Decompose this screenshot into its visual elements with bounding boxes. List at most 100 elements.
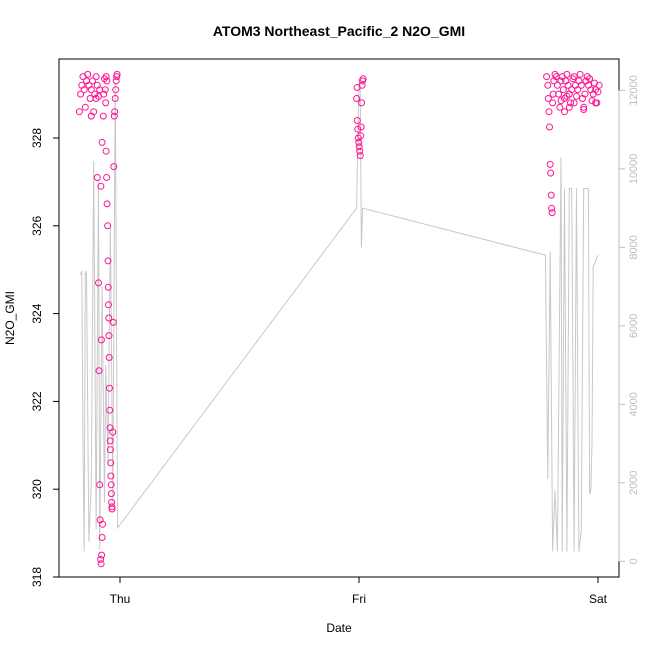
data-point bbox=[557, 77, 565, 85]
y2-tick-label: 6000 bbox=[628, 314, 640, 338]
data-point bbox=[359, 75, 367, 83]
data-point bbox=[586, 75, 594, 83]
x-tick-label: Fri bbox=[352, 592, 366, 606]
data-point bbox=[75, 108, 83, 116]
data-point bbox=[81, 103, 89, 111]
data-point bbox=[358, 81, 366, 89]
data-point bbox=[105, 314, 113, 322]
data-point bbox=[356, 152, 364, 160]
y-tick-label: 318 bbox=[30, 567, 44, 587]
data-point bbox=[107, 459, 115, 467]
data-point bbox=[97, 182, 105, 190]
data-point bbox=[547, 169, 555, 177]
data-point bbox=[353, 117, 361, 124]
data-point bbox=[110, 112, 118, 120]
data-point bbox=[564, 81, 572, 89]
data-point bbox=[561, 108, 568, 116]
data-point bbox=[104, 283, 112, 291]
data-point bbox=[108, 505, 116, 513]
data-point bbox=[561, 95, 568, 102]
data-point bbox=[99, 112, 107, 120]
data-point bbox=[97, 336, 105, 344]
data-point bbox=[108, 503, 116, 511]
data-point bbox=[104, 222, 112, 230]
data-point bbox=[576, 70, 584, 78]
data-point bbox=[113, 70, 121, 78]
data-point bbox=[87, 112, 95, 120]
data-point bbox=[93, 174, 101, 181]
points-layer bbox=[75, 70, 603, 568]
data-point bbox=[592, 86, 600, 94]
x-tick-label: Thu bbox=[110, 592, 131, 606]
data-point bbox=[95, 279, 102, 287]
data-point bbox=[100, 90, 108, 98]
data-point bbox=[104, 257, 112, 265]
data-point bbox=[583, 73, 591, 81]
data-point bbox=[92, 95, 100, 102]
data-point bbox=[553, 81, 561, 89]
data-point bbox=[103, 77, 111, 85]
x-axis: Thu Fri Sat bbox=[110, 576, 608, 606]
data-point bbox=[547, 191, 555, 199]
y-tick-label: 326 bbox=[30, 215, 44, 235]
data-point bbox=[111, 95, 119, 102]
data-point bbox=[107, 472, 115, 480]
data-point bbox=[573, 92, 580, 100]
data-point bbox=[107, 481, 115, 489]
plot-frame bbox=[58, 58, 620, 578]
data-point bbox=[98, 551, 106, 559]
data-point bbox=[548, 209, 556, 217]
data-point bbox=[109, 318, 117, 326]
data-point bbox=[92, 73, 100, 81]
y2-tick-label: 8000 bbox=[628, 235, 640, 259]
y2-tick-label: 2000 bbox=[628, 471, 640, 495]
data-point bbox=[102, 73, 110, 81]
data-point bbox=[559, 86, 567, 94]
data-point bbox=[103, 200, 111, 208]
data-point bbox=[95, 367, 103, 375]
data-point bbox=[112, 77, 120, 85]
data-point bbox=[107, 490, 115, 498]
data-point bbox=[109, 428, 117, 436]
data-point bbox=[97, 560, 105, 568]
data-point bbox=[105, 354, 113, 361]
data-point bbox=[87, 86, 95, 94]
data-point bbox=[110, 163, 118, 171]
data-point bbox=[98, 534, 106, 541]
data-point bbox=[357, 123, 365, 131]
y-axis-left: 318 320 322 324 326 328 bbox=[30, 128, 60, 587]
data-point bbox=[567, 99, 574, 107]
data-point bbox=[356, 147, 364, 155]
data-point bbox=[102, 99, 110, 107]
data-point bbox=[99, 520, 107, 528]
data-point bbox=[570, 73, 578, 81]
data-point bbox=[563, 70, 571, 78]
data-point bbox=[545, 108, 553, 116]
data-point bbox=[548, 204, 556, 212]
data-point bbox=[103, 174, 111, 181]
y-tick-label: 322 bbox=[30, 391, 44, 411]
data-point bbox=[91, 90, 99, 98]
data-point bbox=[594, 88, 602, 96]
data-point bbox=[574, 86, 582, 94]
y-axis-label: N2O_GMI bbox=[3, 291, 17, 345]
y2-tick-label: 12000 bbox=[628, 75, 640, 106]
data-point bbox=[106, 437, 114, 445]
data-point bbox=[565, 103, 573, 111]
data-point bbox=[354, 134, 362, 142]
data-point bbox=[544, 95, 552, 102]
altitude-line bbox=[80, 78, 599, 552]
data-point bbox=[592, 99, 600, 107]
chart-title: ATOM3 Northeast_Pacific_2 N2O_GMI bbox=[213, 23, 465, 39]
data-point bbox=[355, 143, 363, 151]
data-point bbox=[105, 301, 112, 309]
data-point bbox=[97, 555, 105, 563]
data-point bbox=[570, 99, 578, 107]
y2-tick-label: 0 bbox=[628, 558, 640, 564]
data-point bbox=[580, 103, 588, 111]
data-point bbox=[98, 138, 106, 146]
data-point bbox=[86, 95, 94, 102]
data-point bbox=[84, 70, 92, 78]
data-point bbox=[80, 86, 88, 94]
